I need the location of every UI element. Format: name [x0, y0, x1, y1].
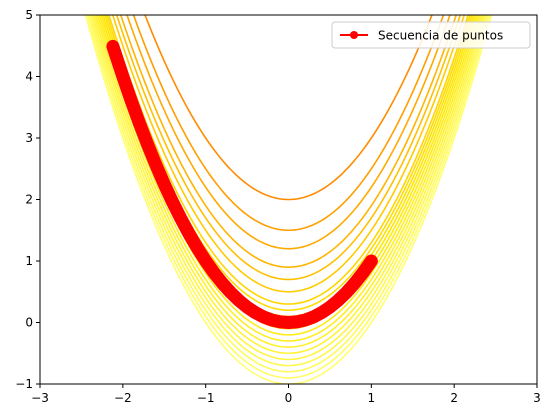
series-point [106, 40, 119, 53]
contour-line [91, 15, 486, 361]
series-layer [106, 39, 378, 329]
series-point [183, 227, 196, 240]
y-axis: −1 0 1 2 3 4 5 [15, 8, 40, 391]
y-tick-label: 5 [25, 8, 33, 22]
series-point [191, 242, 204, 255]
contour-line [89, 15, 488, 367]
series-point [216, 277, 229, 290]
contour-line [86, 15, 491, 379]
y-tick-label: 0 [25, 316, 33, 330]
contour-line [84, 15, 493, 384]
series-point [357, 266, 370, 279]
y-tick-label: 2 [25, 193, 33, 207]
series-point [174, 212, 187, 225]
legend-label: Secuencia de puntos [378, 29, 503, 43]
contour-line [88, 15, 489, 373]
y-tick-label: 4 [25, 70, 33, 84]
x-tick-label: −2 [114, 391, 132, 405]
series-point [158, 178, 171, 191]
x-tick-label: 1 [368, 391, 376, 405]
series-point [149, 159, 162, 172]
series-point [323, 301, 336, 314]
x-tick-label: −3 [31, 391, 49, 405]
y-tick-label: 1 [25, 254, 33, 268]
series-point [207, 266, 220, 279]
series-point [340, 286, 353, 299]
series-point [133, 117, 146, 130]
contour-line [119, 15, 458, 268]
series-point [232, 294, 245, 307]
y-tick-label: 3 [25, 131, 33, 145]
x-tick-label: −1 [197, 391, 215, 405]
legend-marker [350, 31, 358, 39]
series-point [332, 294, 345, 307]
x-tick-label: 3 [533, 391, 541, 405]
legend: Secuencia de puntos [331, 21, 531, 49]
legend-box [331, 21, 531, 49]
x-axis: −3 −2 −1 0 1 2 3 [31, 384, 541, 405]
contour-line [132, 15, 445, 232]
series-point [141, 138, 154, 151]
series-point [365, 255, 378, 267]
series-point [224, 286, 237, 299]
y-tick-label: −1 [15, 377, 33, 391]
series-point [125, 94, 138, 107]
x-tick-label: 0 [285, 391, 293, 405]
contour-line [93, 15, 484, 355]
contour-line [126, 15, 451, 250]
series-point [199, 255, 212, 267]
contour-line [95, 15, 482, 348]
x-tick-label: 2 [450, 391, 458, 405]
series-point [166, 195, 179, 208]
series-point [348, 277, 361, 290]
contour-line [144, 15, 433, 201]
series-point [116, 70, 129, 83]
